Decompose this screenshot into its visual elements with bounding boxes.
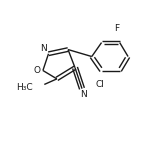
Text: O: O bbox=[33, 66, 40, 75]
Text: N: N bbox=[40, 44, 46, 53]
Text: N: N bbox=[80, 90, 87, 99]
Text: H₃C: H₃C bbox=[16, 83, 32, 92]
Text: F: F bbox=[114, 24, 119, 33]
Text: Cl: Cl bbox=[95, 80, 104, 89]
